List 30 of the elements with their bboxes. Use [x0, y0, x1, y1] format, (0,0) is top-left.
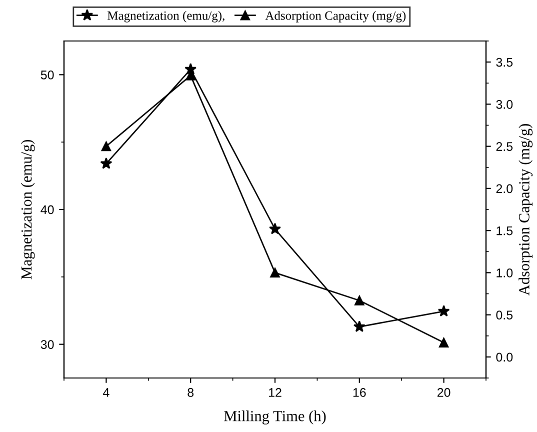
y2-axis-title: Adsorption Capacity (mg/g) [518, 124, 533, 296]
x-axis-title: Milling Time (h) [224, 410, 326, 424]
y2-tick-label: 3.0 [496, 100, 513, 109]
legend-label: Adsorption Capacity (mg/g) [265, 11, 406, 22]
y2-tick-label: 3.5 [496, 58, 513, 67]
point [100, 157, 112, 169]
point [184, 63, 197, 74]
point [438, 338, 449, 348]
point [269, 222, 281, 234]
point [354, 296, 364, 306]
y2-tick-label: 0.0 [496, 352, 513, 362]
legend-label: Magnetization (emu/g), [108, 11, 224, 22]
y-tick-label: 30 [40, 340, 54, 349]
x-tick-label: 20 [437, 388, 450, 397]
x-tick-label: 8 [188, 388, 194, 397]
point [270, 268, 280, 278]
y2-tick-label: 0.5 [496, 310, 513, 320]
y2-tick-label: 2.5 [496, 142, 513, 151]
y-tick-label: 50 [40, 70, 54, 80]
x-tick-label: 16 [353, 388, 366, 397]
point [438, 305, 450, 316]
x-tick-label: 4 [103, 388, 110, 397]
y-tick-label: 40 [40, 205, 54, 214]
y2-tick-label: 1.5 [496, 226, 513, 236]
y2-tick-label: 2.0 [496, 184, 513, 194]
y2-tick-label: 1.0 [496, 268, 513, 278]
point [101, 141, 112, 152]
x-tick-label: 12 [269, 388, 282, 397]
y-axis-title: Magnetization (emu/g) [20, 140, 35, 280]
point [353, 320, 366, 332]
